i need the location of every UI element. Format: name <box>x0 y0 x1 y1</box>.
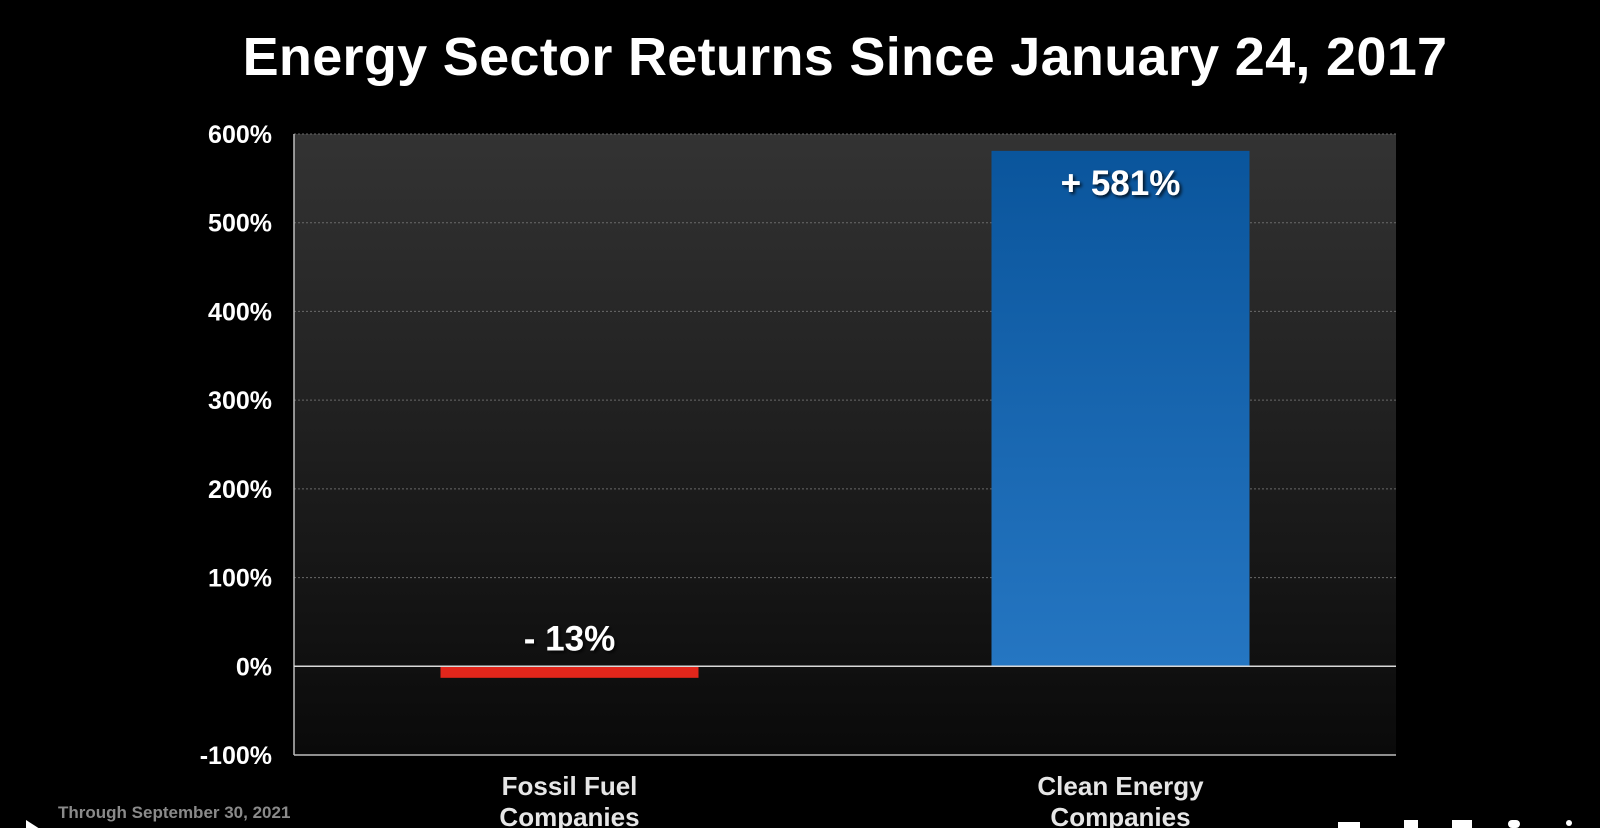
x-tick-label: Companies <box>1050 802 1190 828</box>
y-tick-label: 600% <box>208 121 272 149</box>
y-tick-label: 100% <box>208 565 272 593</box>
y-tick-label: 300% <box>208 387 272 415</box>
axes <box>293 134 1396 756</box>
y-tick-label: -100% <box>200 742 272 770</box>
y-tick-label: 0% <box>236 653 272 681</box>
settings-icon[interactable] <box>1508 820 1520 828</box>
fullscreen-icon[interactable] <box>1452 820 1472 828</box>
x-tick-label: Companies <box>499 802 639 828</box>
y-tick-label: 200% <box>208 476 272 504</box>
y-tick-label: 500% <box>208 210 272 238</box>
play-icon[interactable] <box>26 820 40 828</box>
footnote: Through September 30, 2021 <box>58 803 291 822</box>
labels: 600% 500% 400% 300% 200% 100% 0% -100% - 13% Foss… <box>200 121 1396 828</box>
x-tick-label: Clean Energy <box>1037 771 1204 801</box>
chart-title: Energy Sector Returns Since January 24, … <box>242 27 1448 87</box>
bars <box>440 150 1250 678</box>
volume-icon[interactable] <box>1404 820 1418 828</box>
data-label: + 581% <box>1061 164 1181 203</box>
bar <box>440 666 699 678</box>
bar <box>991 150 1250 667</box>
data-label: - 13% <box>524 619 615 658</box>
x-tick-label: Fossil Fuel <box>502 771 638 801</box>
captions-icon[interactable] <box>1338 822 1360 828</box>
more-icon[interactable] <box>1566 820 1572 826</box>
y-tick-label: 400% <box>208 298 272 326</box>
